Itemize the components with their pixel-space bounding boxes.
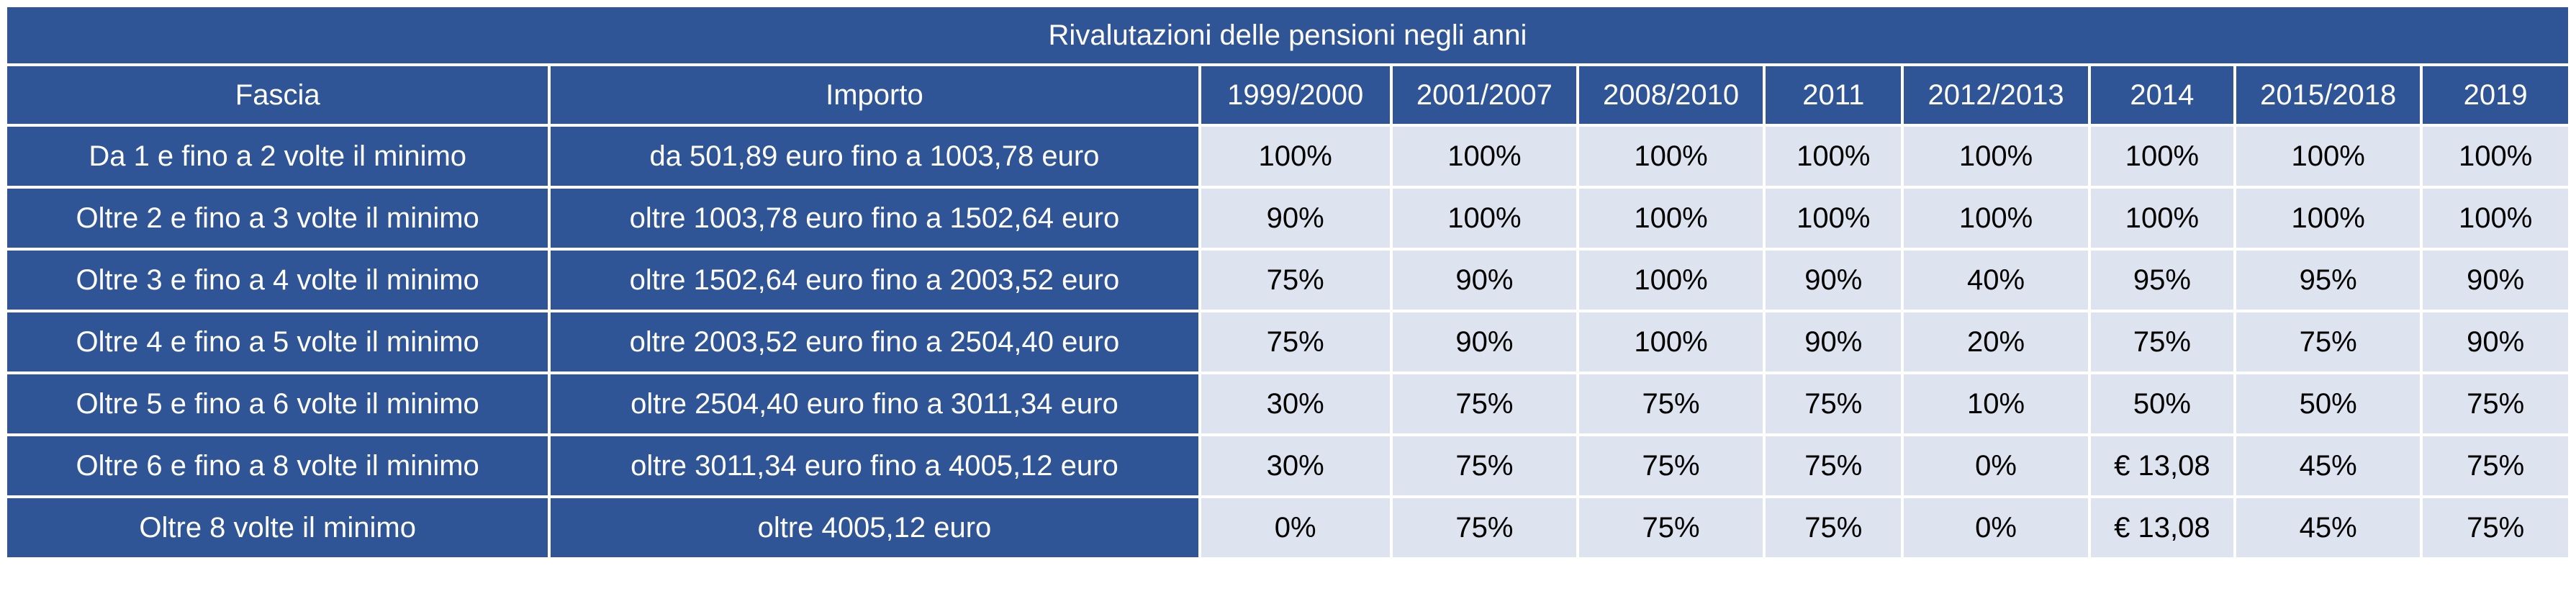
row-value: 75%: [2423, 498, 2568, 557]
row-value: 75%: [1392, 498, 1576, 557]
table-header-row: Fascia Importo 1999/2000 2001/2007 2008/…: [7, 66, 2568, 124]
row-value: 75%: [1201, 251, 1390, 310]
header-importo: Importo: [551, 66, 1198, 124]
row-fascia: Oltre 8 volte il minimo: [7, 498, 548, 557]
row-value: 75%: [1578, 498, 1763, 557]
row-value: 75%: [2423, 374, 2568, 433]
row-value: 100%: [2236, 127, 2421, 186]
row-value: 0%: [1904, 436, 2088, 495]
row-value: 50%: [2236, 374, 2421, 433]
pension-table-container: Rivalutazioni delle pensioni negli anni …: [4, 4, 2571, 560]
table-row: Oltre 5 e fino a 6 volte il minimo oltre…: [7, 374, 2568, 433]
row-importo: oltre 2504,40 euro fino a 3011,34 euro: [551, 374, 1198, 433]
row-value: 100%: [2423, 189, 2568, 248]
table-title-row: Rivalutazioni delle pensioni negli anni: [7, 7, 2568, 63]
table-row: Oltre 6 e fino a 8 volte il minimo oltre…: [7, 436, 2568, 495]
table-row: Oltre 2 e fino a 3 volte il minimo oltre…: [7, 189, 2568, 248]
row-importo: oltre 4005,12 euro: [551, 498, 1198, 557]
row-importo: da 501,89 euro fino a 1003,78 euro: [551, 127, 1198, 186]
row-importo: oltre 2003,52 euro fino a 2504,40 euro: [551, 312, 1198, 371]
row-value: 75%: [1578, 374, 1763, 433]
row-value: 100%: [1578, 312, 1763, 371]
row-value: € 13,08: [2090, 436, 2234, 495]
row-value: 100%: [2090, 189, 2234, 248]
row-value: 100%: [1578, 189, 1763, 248]
row-value: 0%: [1201, 498, 1390, 557]
row-value: 10%: [1904, 374, 2088, 433]
header-1999-2000: 1999/2000: [1201, 66, 1390, 124]
header-2012-2013: 2012/2013: [1904, 66, 2088, 124]
header-fascia: Fascia: [7, 66, 548, 124]
row-value: 75%: [1201, 312, 1390, 371]
row-value: 20%: [1904, 312, 2088, 371]
row-fascia: Oltre 2 e fino a 3 volte il minimo: [7, 189, 548, 248]
row-value: 95%: [2090, 251, 2234, 310]
row-value: 45%: [2236, 498, 2421, 557]
row-importo: oltre 1502,64 euro fino a 2003,52 euro: [551, 251, 1198, 310]
table-row: Da 1 e fino a 2 volte il minimo da 501,8…: [7, 127, 2568, 186]
row-value: 100%: [1392, 127, 1576, 186]
row-value: 40%: [1904, 251, 2088, 310]
row-value: 75%: [2090, 312, 2234, 371]
row-value: 100%: [1201, 127, 1390, 186]
row-value: 90%: [1766, 312, 1902, 371]
row-value: 100%: [2236, 189, 2421, 248]
row-value: 100%: [1766, 127, 1902, 186]
row-value: 100%: [1904, 189, 2088, 248]
row-value: 75%: [1392, 436, 1576, 495]
header-2011: 2011: [1766, 66, 1902, 124]
header-2001-2007: 2001/2007: [1392, 66, 1576, 124]
pension-revaluation-table: Rivalutazioni delle pensioni negli anni …: [4, 4, 2571, 560]
row-value: 95%: [2236, 251, 2421, 310]
row-value: 75%: [2236, 312, 2421, 371]
row-value: 30%: [1201, 374, 1390, 433]
table-row: Oltre 3 e fino a 4 volte il minimo oltre…: [7, 251, 2568, 310]
table-row: Oltre 8 volte il minimo oltre 4005,12 eu…: [7, 498, 2568, 557]
table-row: Oltre 4 e fino a 5 volte il minimo oltre…: [7, 312, 2568, 371]
row-value: 50%: [2090, 374, 2234, 433]
row-value: 90%: [1392, 251, 1576, 310]
row-value: 0%: [1904, 498, 2088, 557]
row-value: 75%: [1766, 374, 1902, 433]
row-fascia: Oltre 6 e fino a 8 volte il minimo: [7, 436, 548, 495]
row-value: 30%: [1201, 436, 1390, 495]
row-value: 100%: [1392, 189, 1576, 248]
row-value: 75%: [2423, 436, 2568, 495]
row-value: 75%: [1578, 436, 1763, 495]
header-2014: 2014: [2090, 66, 2234, 124]
row-value: 75%: [1766, 436, 1902, 495]
row-fascia: Oltre 5 e fino a 6 volte il minimo: [7, 374, 548, 433]
table-title: Rivalutazioni delle pensioni negli anni: [7, 7, 2568, 63]
header-2008-2010: 2008/2010: [1578, 66, 1763, 124]
row-value: 75%: [1766, 498, 1902, 557]
row-value: 90%: [1766, 251, 1902, 310]
row-value: 90%: [1392, 312, 1576, 371]
header-2015-2018: 2015/2018: [2236, 66, 2421, 124]
row-value: 100%: [2423, 127, 2568, 186]
row-importo: oltre 1003,78 euro fino a 1502,64 euro: [551, 189, 1198, 248]
row-value: 100%: [2090, 127, 2234, 186]
row-value: 75%: [1392, 374, 1576, 433]
row-fascia: Da 1 e fino a 2 volte il minimo: [7, 127, 548, 186]
row-value: 90%: [1201, 189, 1390, 248]
row-value: 100%: [1578, 127, 1763, 186]
row-value: 90%: [2423, 251, 2568, 310]
row-fascia: Oltre 4 e fino a 5 volte il minimo: [7, 312, 548, 371]
row-value: 100%: [1904, 127, 2088, 186]
header-2019: 2019: [2423, 66, 2568, 124]
row-importo: oltre 3011,34 euro fino a 4005,12 euro: [551, 436, 1198, 495]
row-value: 100%: [1578, 251, 1763, 310]
row-value: 45%: [2236, 436, 2421, 495]
row-value: € 13,08: [2090, 498, 2234, 557]
row-value: 100%: [1766, 189, 1902, 248]
row-value: 90%: [2423, 312, 2568, 371]
row-fascia: Oltre 3 e fino a 4 volte il minimo: [7, 251, 548, 310]
